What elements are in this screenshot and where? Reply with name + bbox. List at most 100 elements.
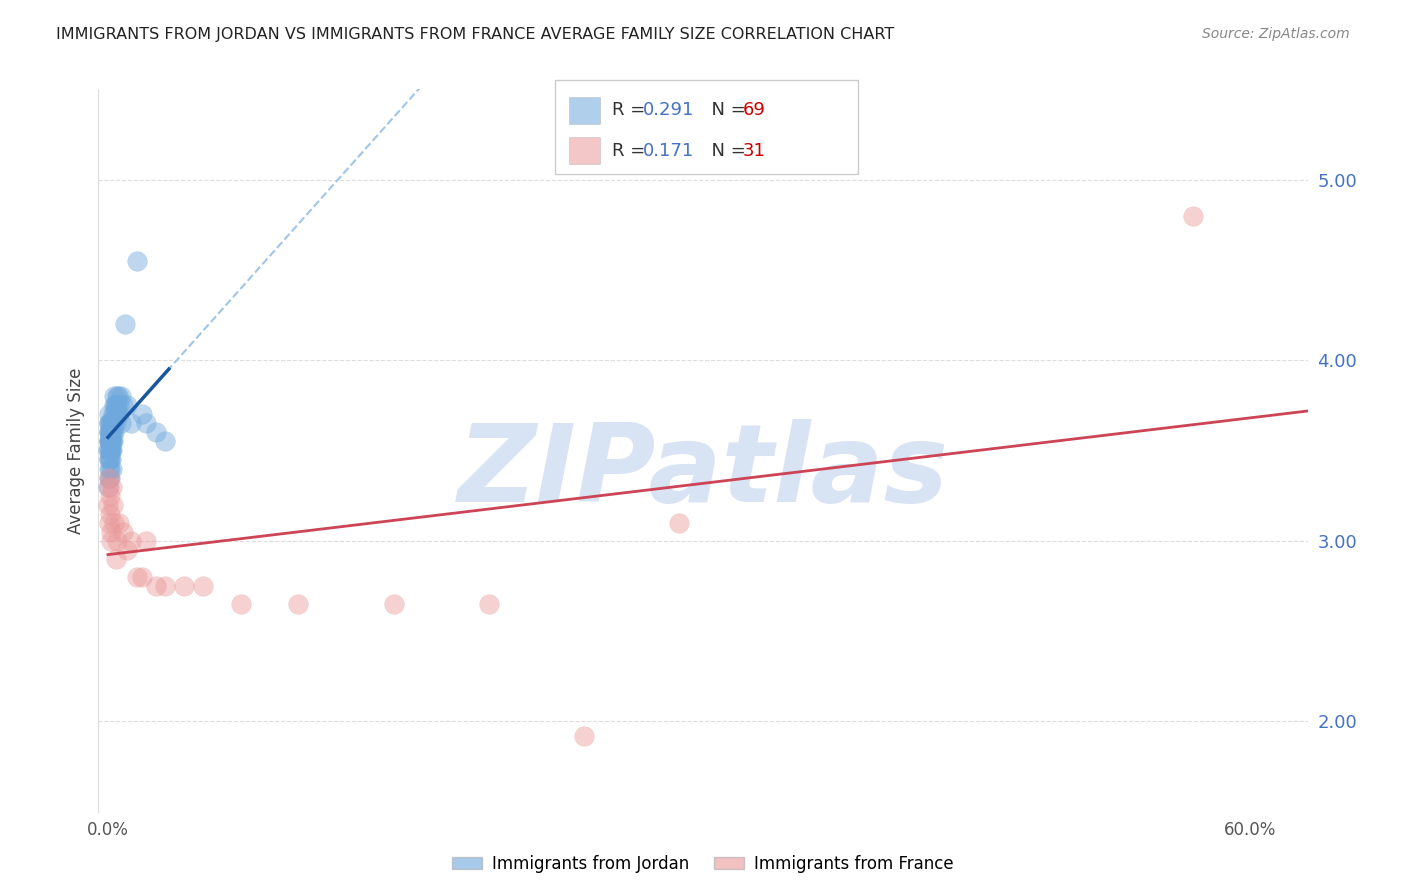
Point bbox=[478, 597, 501, 611]
Point bbox=[97, 434, 120, 449]
Point bbox=[112, 398, 135, 412]
Point bbox=[98, 417, 121, 431]
Point bbox=[101, 434, 124, 449]
Point bbox=[98, 461, 121, 475]
Point bbox=[97, 443, 120, 458]
Point bbox=[105, 389, 128, 403]
Point bbox=[98, 434, 121, 449]
Point bbox=[135, 533, 157, 548]
Point bbox=[103, 417, 125, 431]
Point bbox=[98, 443, 121, 458]
Point bbox=[98, 470, 121, 484]
Text: ZIPatlas: ZIPatlas bbox=[457, 419, 949, 525]
Point bbox=[104, 407, 127, 421]
Point bbox=[97, 425, 120, 440]
Point bbox=[108, 516, 131, 530]
Point bbox=[98, 507, 121, 521]
Point bbox=[120, 533, 142, 548]
Point bbox=[107, 389, 129, 403]
Point bbox=[103, 516, 125, 530]
Point bbox=[100, 434, 122, 449]
Text: 31: 31 bbox=[742, 142, 765, 160]
Point bbox=[572, 729, 595, 743]
Point bbox=[104, 398, 127, 412]
Point bbox=[125, 253, 148, 268]
Point bbox=[108, 398, 131, 412]
Point bbox=[100, 443, 122, 458]
Point bbox=[173, 579, 195, 593]
Text: IMMIGRANTS FROM JORDAN VS IMMIGRANTS FROM FRANCE AVERAGE FAMILY SIZE CORRELATION: IMMIGRANTS FROM JORDAN VS IMMIGRANTS FRO… bbox=[56, 27, 894, 42]
Point bbox=[97, 452, 120, 467]
Point bbox=[110, 389, 132, 403]
Text: 69: 69 bbox=[742, 102, 765, 120]
Point bbox=[101, 417, 124, 431]
Point bbox=[98, 425, 121, 440]
Point bbox=[98, 434, 121, 449]
Point bbox=[112, 524, 135, 539]
Point bbox=[107, 398, 129, 412]
Point bbox=[287, 597, 309, 611]
Point bbox=[231, 597, 253, 611]
Point bbox=[145, 425, 167, 440]
Point bbox=[98, 452, 121, 467]
Point bbox=[382, 597, 405, 611]
Point bbox=[101, 434, 124, 449]
Point bbox=[107, 533, 129, 548]
Point bbox=[100, 425, 122, 440]
Point bbox=[131, 570, 153, 584]
Point bbox=[100, 425, 122, 440]
Point bbox=[98, 516, 121, 530]
Point bbox=[101, 498, 124, 512]
Point bbox=[100, 443, 122, 458]
Text: 0.171: 0.171 bbox=[643, 142, 693, 160]
Point bbox=[100, 461, 122, 475]
Point bbox=[100, 533, 122, 548]
Y-axis label: Average Family Size: Average Family Size bbox=[66, 368, 84, 533]
Point bbox=[191, 579, 214, 593]
Point bbox=[98, 425, 121, 440]
Point bbox=[98, 425, 121, 440]
Point bbox=[97, 480, 120, 494]
Point bbox=[100, 452, 122, 467]
Point bbox=[135, 417, 157, 431]
Text: R =: R = bbox=[612, 142, 651, 160]
Point bbox=[145, 579, 167, 593]
Point bbox=[97, 480, 120, 494]
Text: N =: N = bbox=[700, 142, 752, 160]
Point bbox=[104, 551, 127, 566]
Point bbox=[104, 398, 127, 412]
Point bbox=[115, 542, 138, 557]
Point bbox=[97, 434, 120, 449]
Point bbox=[97, 470, 120, 484]
Point bbox=[153, 579, 176, 593]
Point bbox=[114, 317, 136, 331]
Point bbox=[98, 470, 121, 484]
Point bbox=[97, 461, 120, 475]
Point bbox=[97, 498, 120, 512]
Point bbox=[101, 407, 124, 421]
Point bbox=[98, 443, 121, 458]
Point bbox=[131, 407, 153, 421]
Text: Source: ZipAtlas.com: Source: ZipAtlas.com bbox=[1202, 27, 1350, 41]
Text: N =: N = bbox=[700, 102, 752, 120]
Point bbox=[100, 434, 122, 449]
Point bbox=[100, 480, 122, 494]
Point bbox=[125, 570, 148, 584]
Point bbox=[100, 443, 122, 458]
Point bbox=[100, 434, 122, 449]
Point bbox=[103, 425, 125, 440]
Point bbox=[100, 417, 122, 431]
Point bbox=[104, 417, 127, 431]
Point bbox=[101, 425, 124, 440]
Point bbox=[110, 417, 132, 431]
Point bbox=[101, 417, 124, 431]
Point bbox=[103, 389, 125, 403]
Text: R =: R = bbox=[612, 102, 651, 120]
Point bbox=[98, 452, 121, 467]
Point bbox=[103, 398, 125, 412]
Point bbox=[108, 407, 131, 421]
Point bbox=[98, 489, 121, 503]
Point bbox=[153, 434, 176, 449]
Point bbox=[98, 407, 121, 421]
Text: 0.291: 0.291 bbox=[643, 102, 695, 120]
